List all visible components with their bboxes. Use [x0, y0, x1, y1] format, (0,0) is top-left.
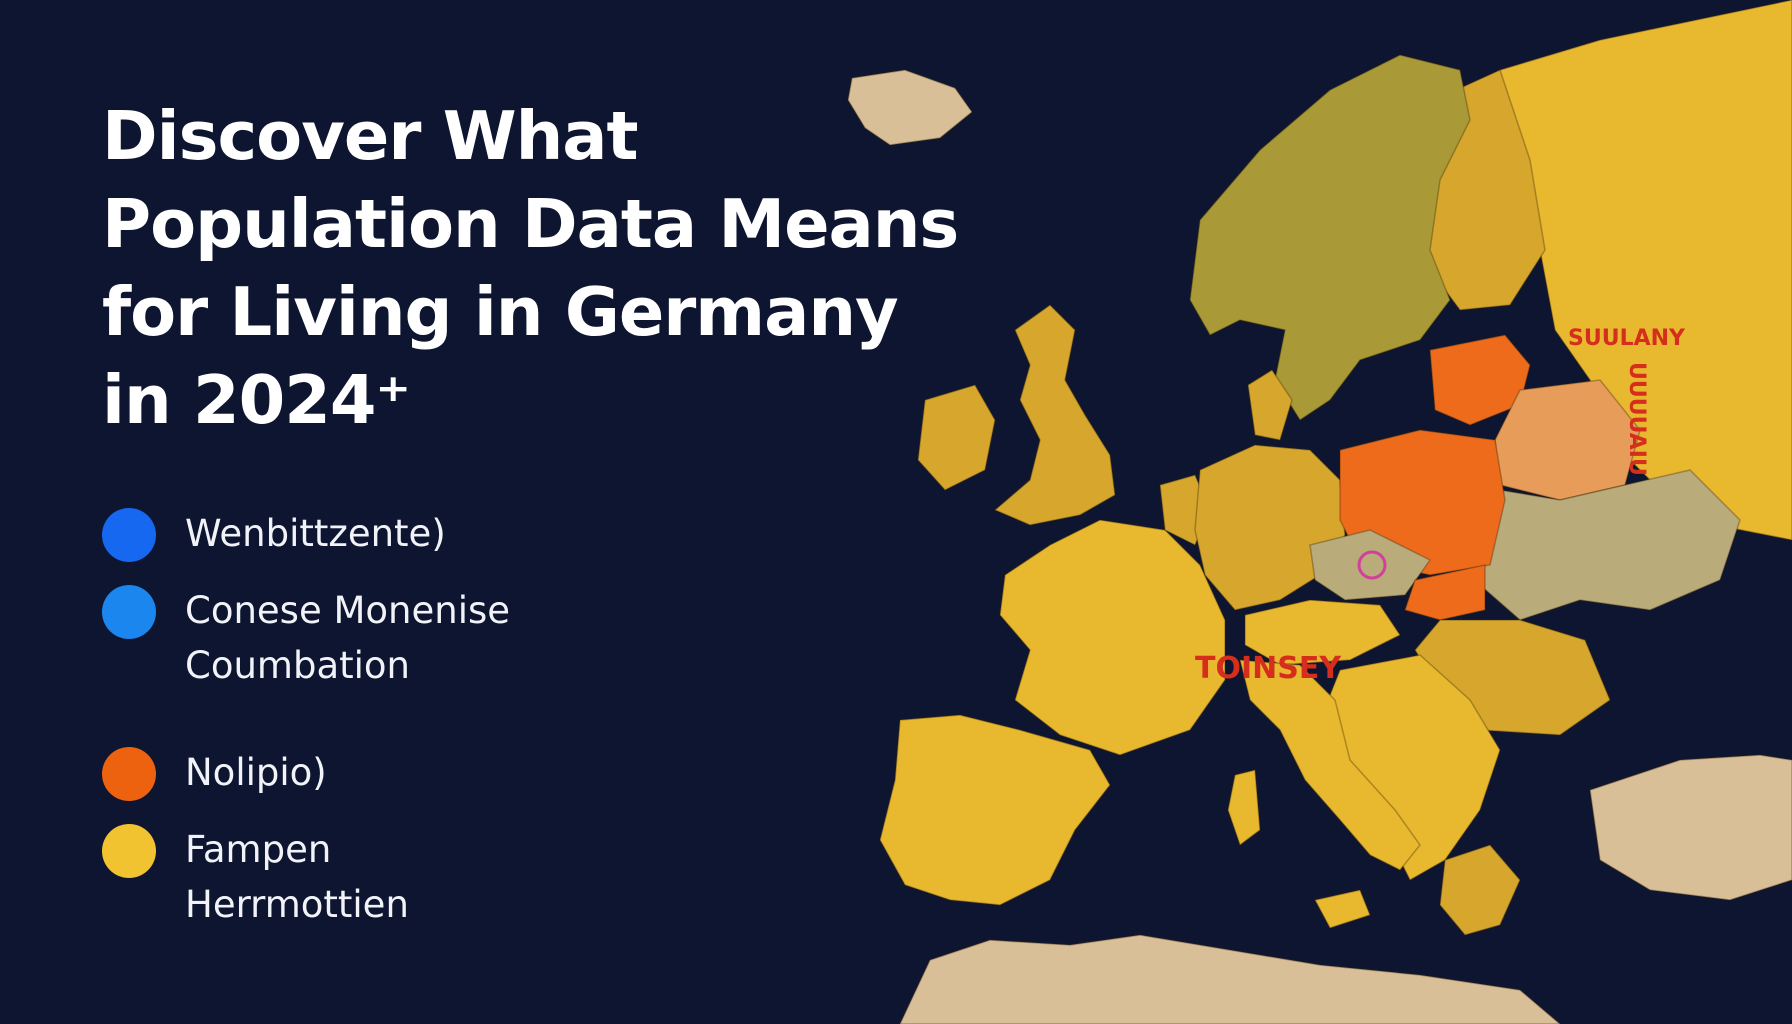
- title-line: Population Data Means: [102, 185, 959, 263]
- legend-swatch-blue: [102, 508, 156, 562]
- legend-label: Conese Monenise Coumbation: [185, 583, 510, 693]
- region-anatolia: [1589, 754, 1792, 901]
- title-line: for Living in Germany: [102, 273, 899, 351]
- legend-swatch-orange: [102, 747, 156, 801]
- legend-label: Nolipio): [185, 745, 327, 800]
- location-marker-icon: [1357, 550, 1387, 580]
- legend-item: Conese Monenise Coumbation: [102, 583, 510, 693]
- region-czechia: [1309, 529, 1432, 601]
- region-italy: [1239, 659, 1421, 871]
- legend-label-line: Coumbation: [185, 644, 410, 687]
- region-sardinia: [1227, 769, 1261, 847]
- region-ireland: [917, 384, 996, 491]
- title-line: Discover What: [102, 97, 639, 175]
- region-france: [999, 519, 1226, 756]
- legend-label-line: Conese Monenise: [185, 589, 511, 632]
- region-scandinavia: [1189, 54, 1471, 422]
- legend-label-line: Fampen: [185, 828, 332, 871]
- region-label: TOINSEY: [1195, 651, 1342, 686]
- legend-item: Fampen Herrmottien: [102, 822, 409, 932]
- title-line: in 2024⁺: [102, 361, 411, 439]
- region-great-britain: [993, 304, 1116, 526]
- region-alps: [1244, 599, 1402, 666]
- region-north-africa: [899, 934, 1562, 1024]
- region-label: UUUUAIU: [1624, 362, 1649, 476]
- legend-label-line: Herrmottien: [185, 883, 409, 926]
- region-denmark: [1247, 368, 1293, 441]
- region-ukraine: [1479, 469, 1741, 621]
- region-sicily: [1313, 889, 1371, 929]
- legend-swatch-light-blue: [102, 585, 156, 639]
- region-iberia: [879, 714, 1111, 906]
- legend-label: Wenbittzente): [185, 506, 446, 561]
- legend-label: Fampen Herrmottien: [185, 822, 409, 932]
- region-slovakia: [1404, 564, 1486, 621]
- legend-item: Nolipio): [102, 745, 327, 801]
- page-title: Discover What Population Data Means for …: [102, 92, 1002, 444]
- map-legend: Wenbittzente) Conese Monenise Coumbation…: [102, 0, 722, 1024]
- legend-label-line: Wenbittzente): [185, 512, 446, 555]
- region-iceland: [847, 69, 974, 146]
- legend-swatch-yellow: [102, 824, 156, 878]
- region-label: SUULANY: [1568, 326, 1686, 351]
- legend-item: Wenbittzente): [102, 506, 446, 562]
- legend-label-line: Nolipio): [185, 751, 327, 794]
- region-greece: [1439, 844, 1521, 936]
